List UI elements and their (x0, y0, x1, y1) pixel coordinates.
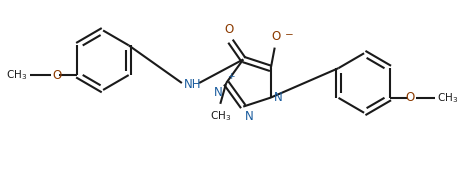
Text: CH$_3$: CH$_3$ (6, 68, 27, 82)
Text: O: O (405, 91, 414, 104)
Text: N: N (244, 110, 253, 123)
Text: O: O (52, 69, 61, 82)
Text: NH: NH (184, 78, 201, 91)
Text: O: O (224, 23, 233, 36)
Text: CH$_3$: CH$_3$ (437, 91, 458, 105)
Text: N: N (213, 87, 222, 100)
Text: +: + (226, 72, 234, 81)
Text: CH$_3$: CH$_3$ (209, 109, 231, 123)
Text: N: N (274, 91, 282, 104)
Text: −: − (284, 30, 293, 40)
Text: O: O (270, 30, 280, 43)
